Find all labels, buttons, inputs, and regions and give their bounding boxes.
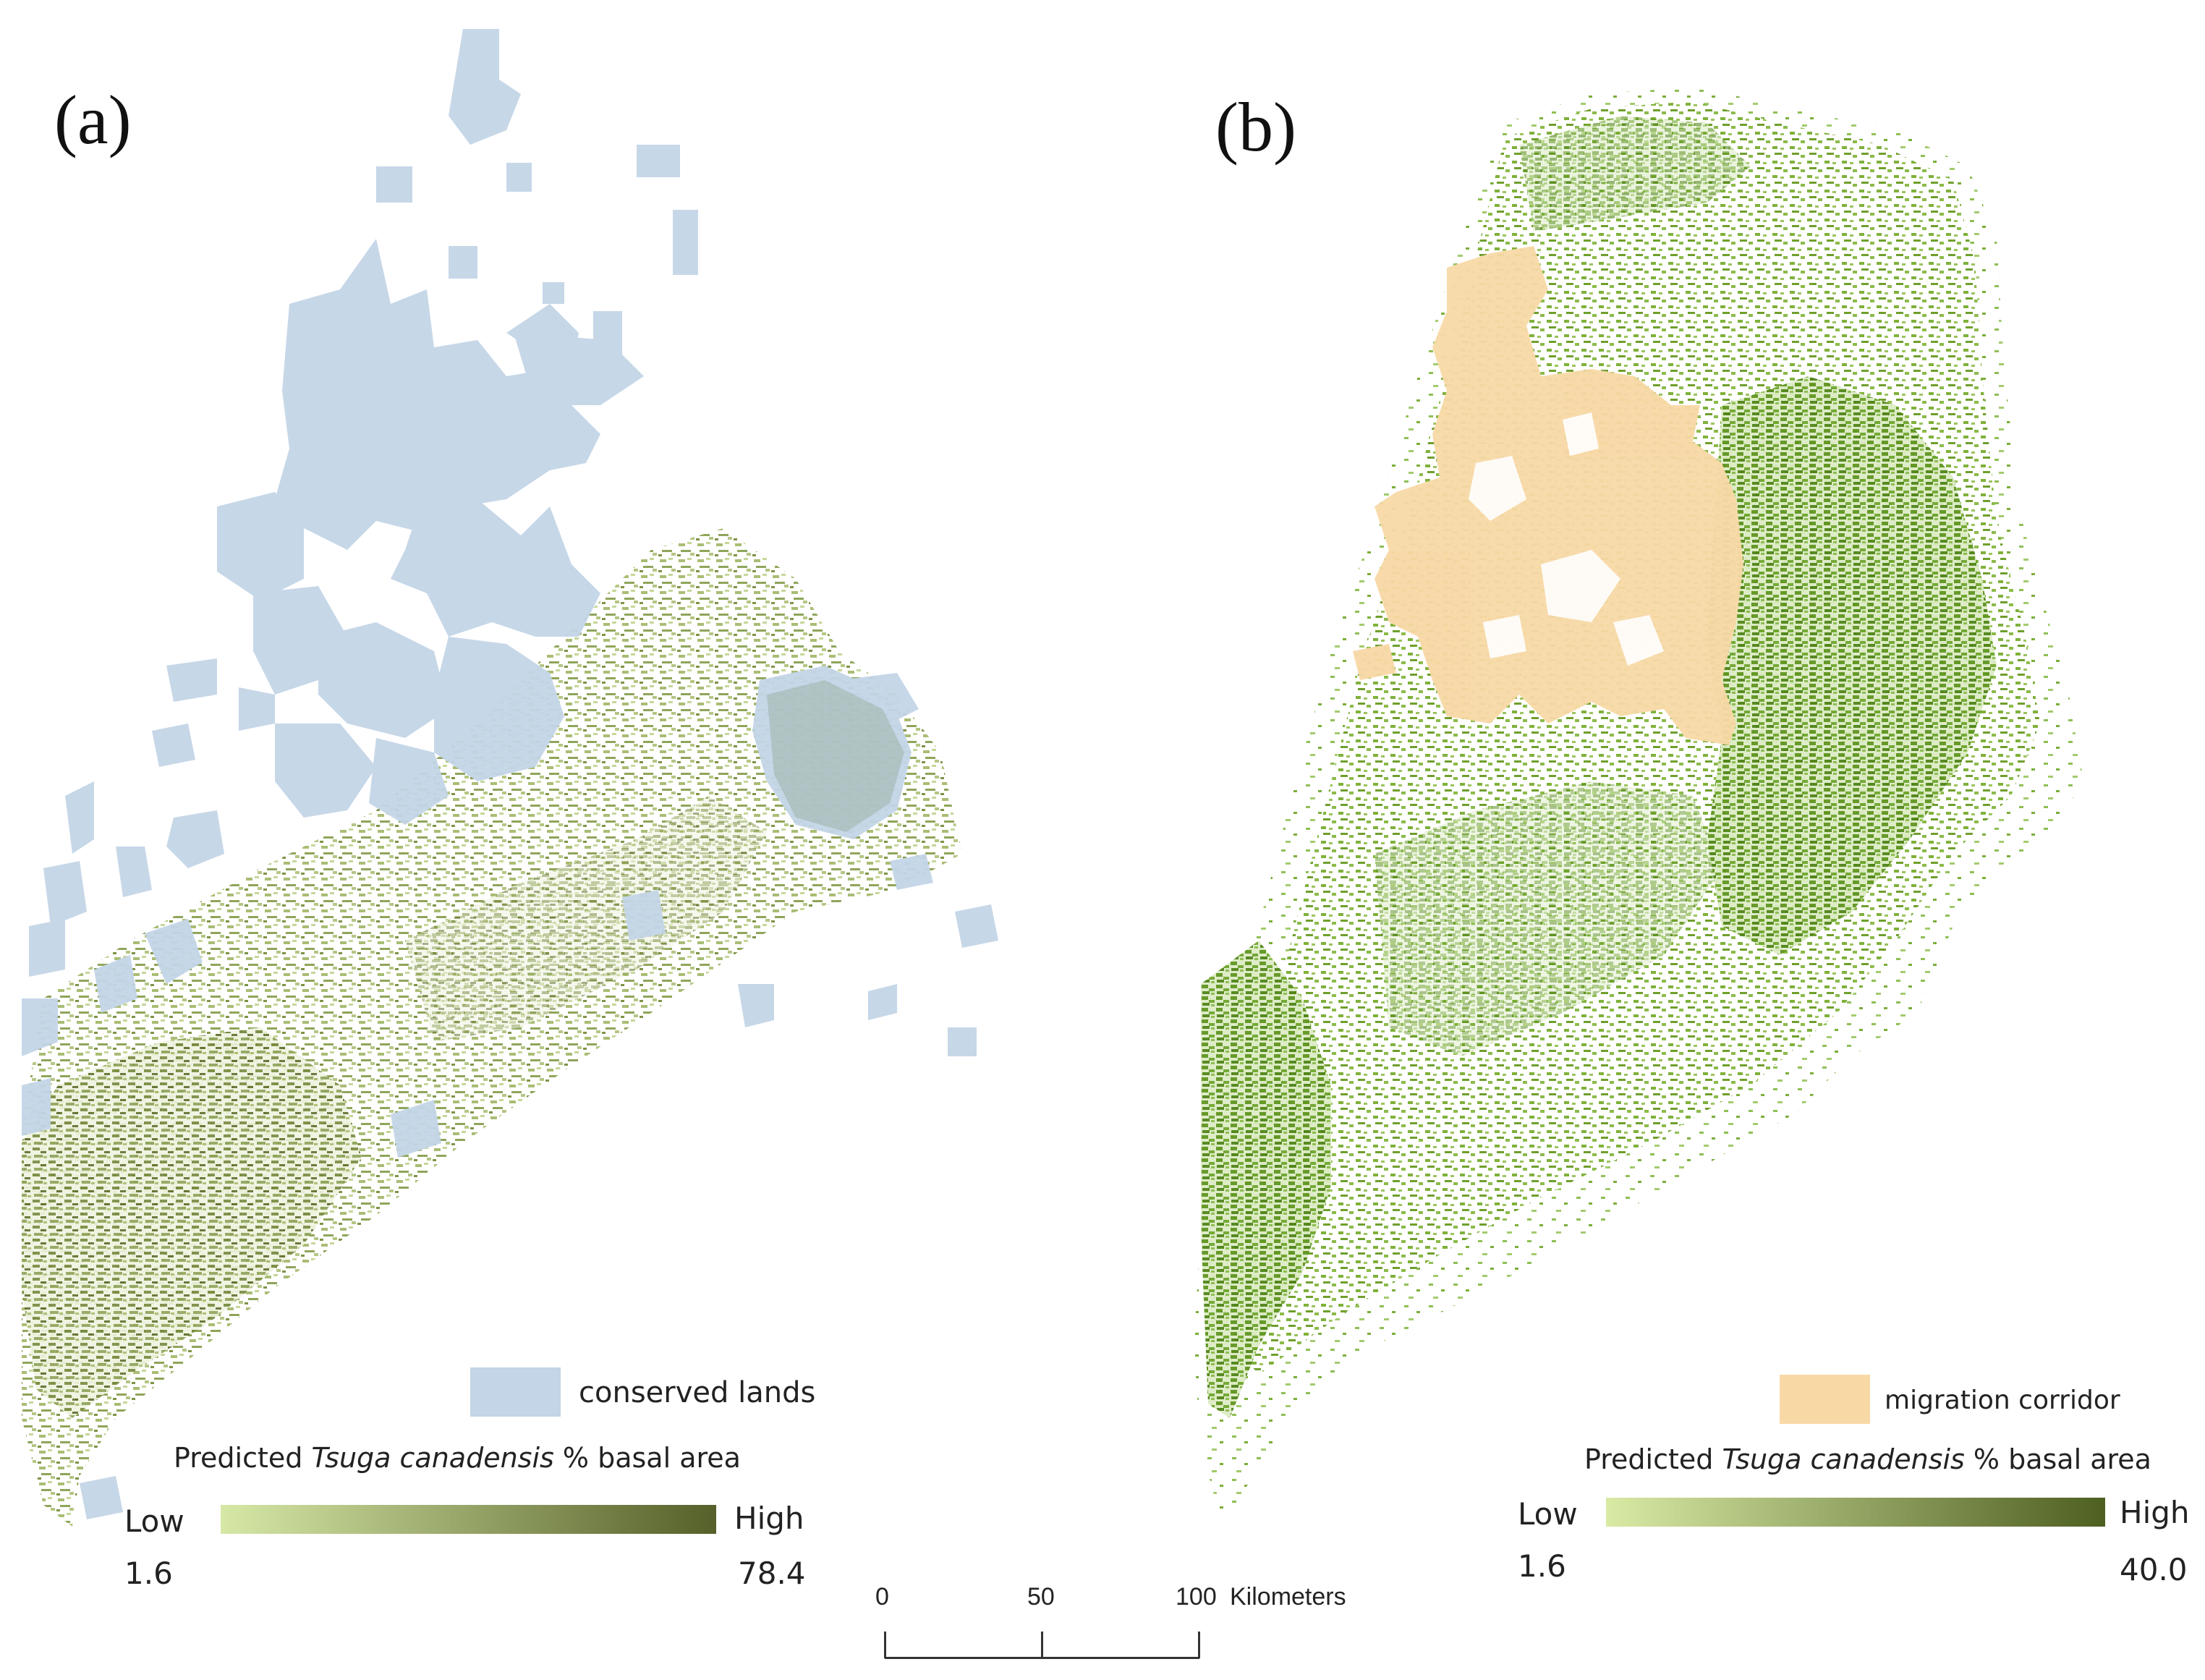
map-b-corridor-gaps — [1469, 412, 1664, 666]
ramp-b-title-prefix: Predicted — [1584, 1443, 1722, 1475]
scale-tick-50: 50 — [1027, 1583, 1055, 1611]
ramp-b-title-species: Tsuga canadensis — [1722, 1443, 1965, 1475]
scale-tick-100: 100 — [1176, 1583, 1217, 1611]
map-a — [22, 29, 998, 1527]
scale-tick-mark-100 — [1198, 1632, 1200, 1658]
map-b-hemlock-dense-mid — [1375, 781, 1722, 1056]
panel-label-b: (b) — [1215, 88, 1296, 166]
ramp-b-title-suffix: % basal area — [1964, 1443, 2151, 1475]
ramp-a-max-value: 78.4 — [738, 1556, 806, 1591]
panel-label-a: (a) — [54, 81, 132, 158]
ramp-a-low-label: Low — [124, 1503, 184, 1539]
ramp-b-bar — [1606, 1498, 2105, 1527]
ramp-b-max-value: 40.0 — [2120, 1552, 2188, 1587]
scale-tick-0: 0 — [875, 1583, 889, 1611]
ramp-b-high-label: High — [2120, 1495, 2190, 1530]
map-a-hemlock-mid — [405, 796, 767, 1042]
map-a-hemlock-dense — [22, 1027, 362, 1418]
ramp-a-title: Predicted Tsuga canadensis % basal area — [174, 1442, 741, 1474]
ramp-a-min-value: 1.6 — [124, 1556, 173, 1591]
scale-tick-mark-50 — [1041, 1632, 1043, 1658]
map-b-hemlock-dense-north — [1519, 116, 1751, 232]
scale-unit: Kilometers — [1230, 1583, 1346, 1611]
conserved-lands-swatch — [470, 1367, 561, 1417]
migration-corridor-label: migration corridor — [1885, 1386, 2120, 1415]
map-a-overlap — [767, 680, 904, 832]
ramp-a-title-suffix: % basal area — [553, 1442, 741, 1474]
ramp-b-title: Predicted Tsuga canadensis % basal area — [1584, 1443, 2151, 1475]
migration-corridor-swatch — [1780, 1375, 1870, 1424]
map-b-hemlock-dense-east — [1707, 376, 1997, 955]
ramp-a-high-label: High — [734, 1501, 804, 1536]
map-b — [1194, 87, 2083, 1527]
conserved-lands-label: conserved lands — [579, 1376, 816, 1409]
map-b-hemlock-dense-southwest — [1201, 941, 1331, 1418]
ramp-a-title-species: Tsuga canadensis — [311, 1442, 554, 1474]
ramp-a-bar — [221, 1505, 716, 1534]
ramp-a-title-prefix: Predicted — [174, 1442, 312, 1474]
ramp-b-min-value: 1.6 — [1518, 1548, 1566, 1584]
ramp-b-low-label: Low — [1518, 1496, 1578, 1532]
scale-tick-mark-0 — [884, 1632, 886, 1658]
